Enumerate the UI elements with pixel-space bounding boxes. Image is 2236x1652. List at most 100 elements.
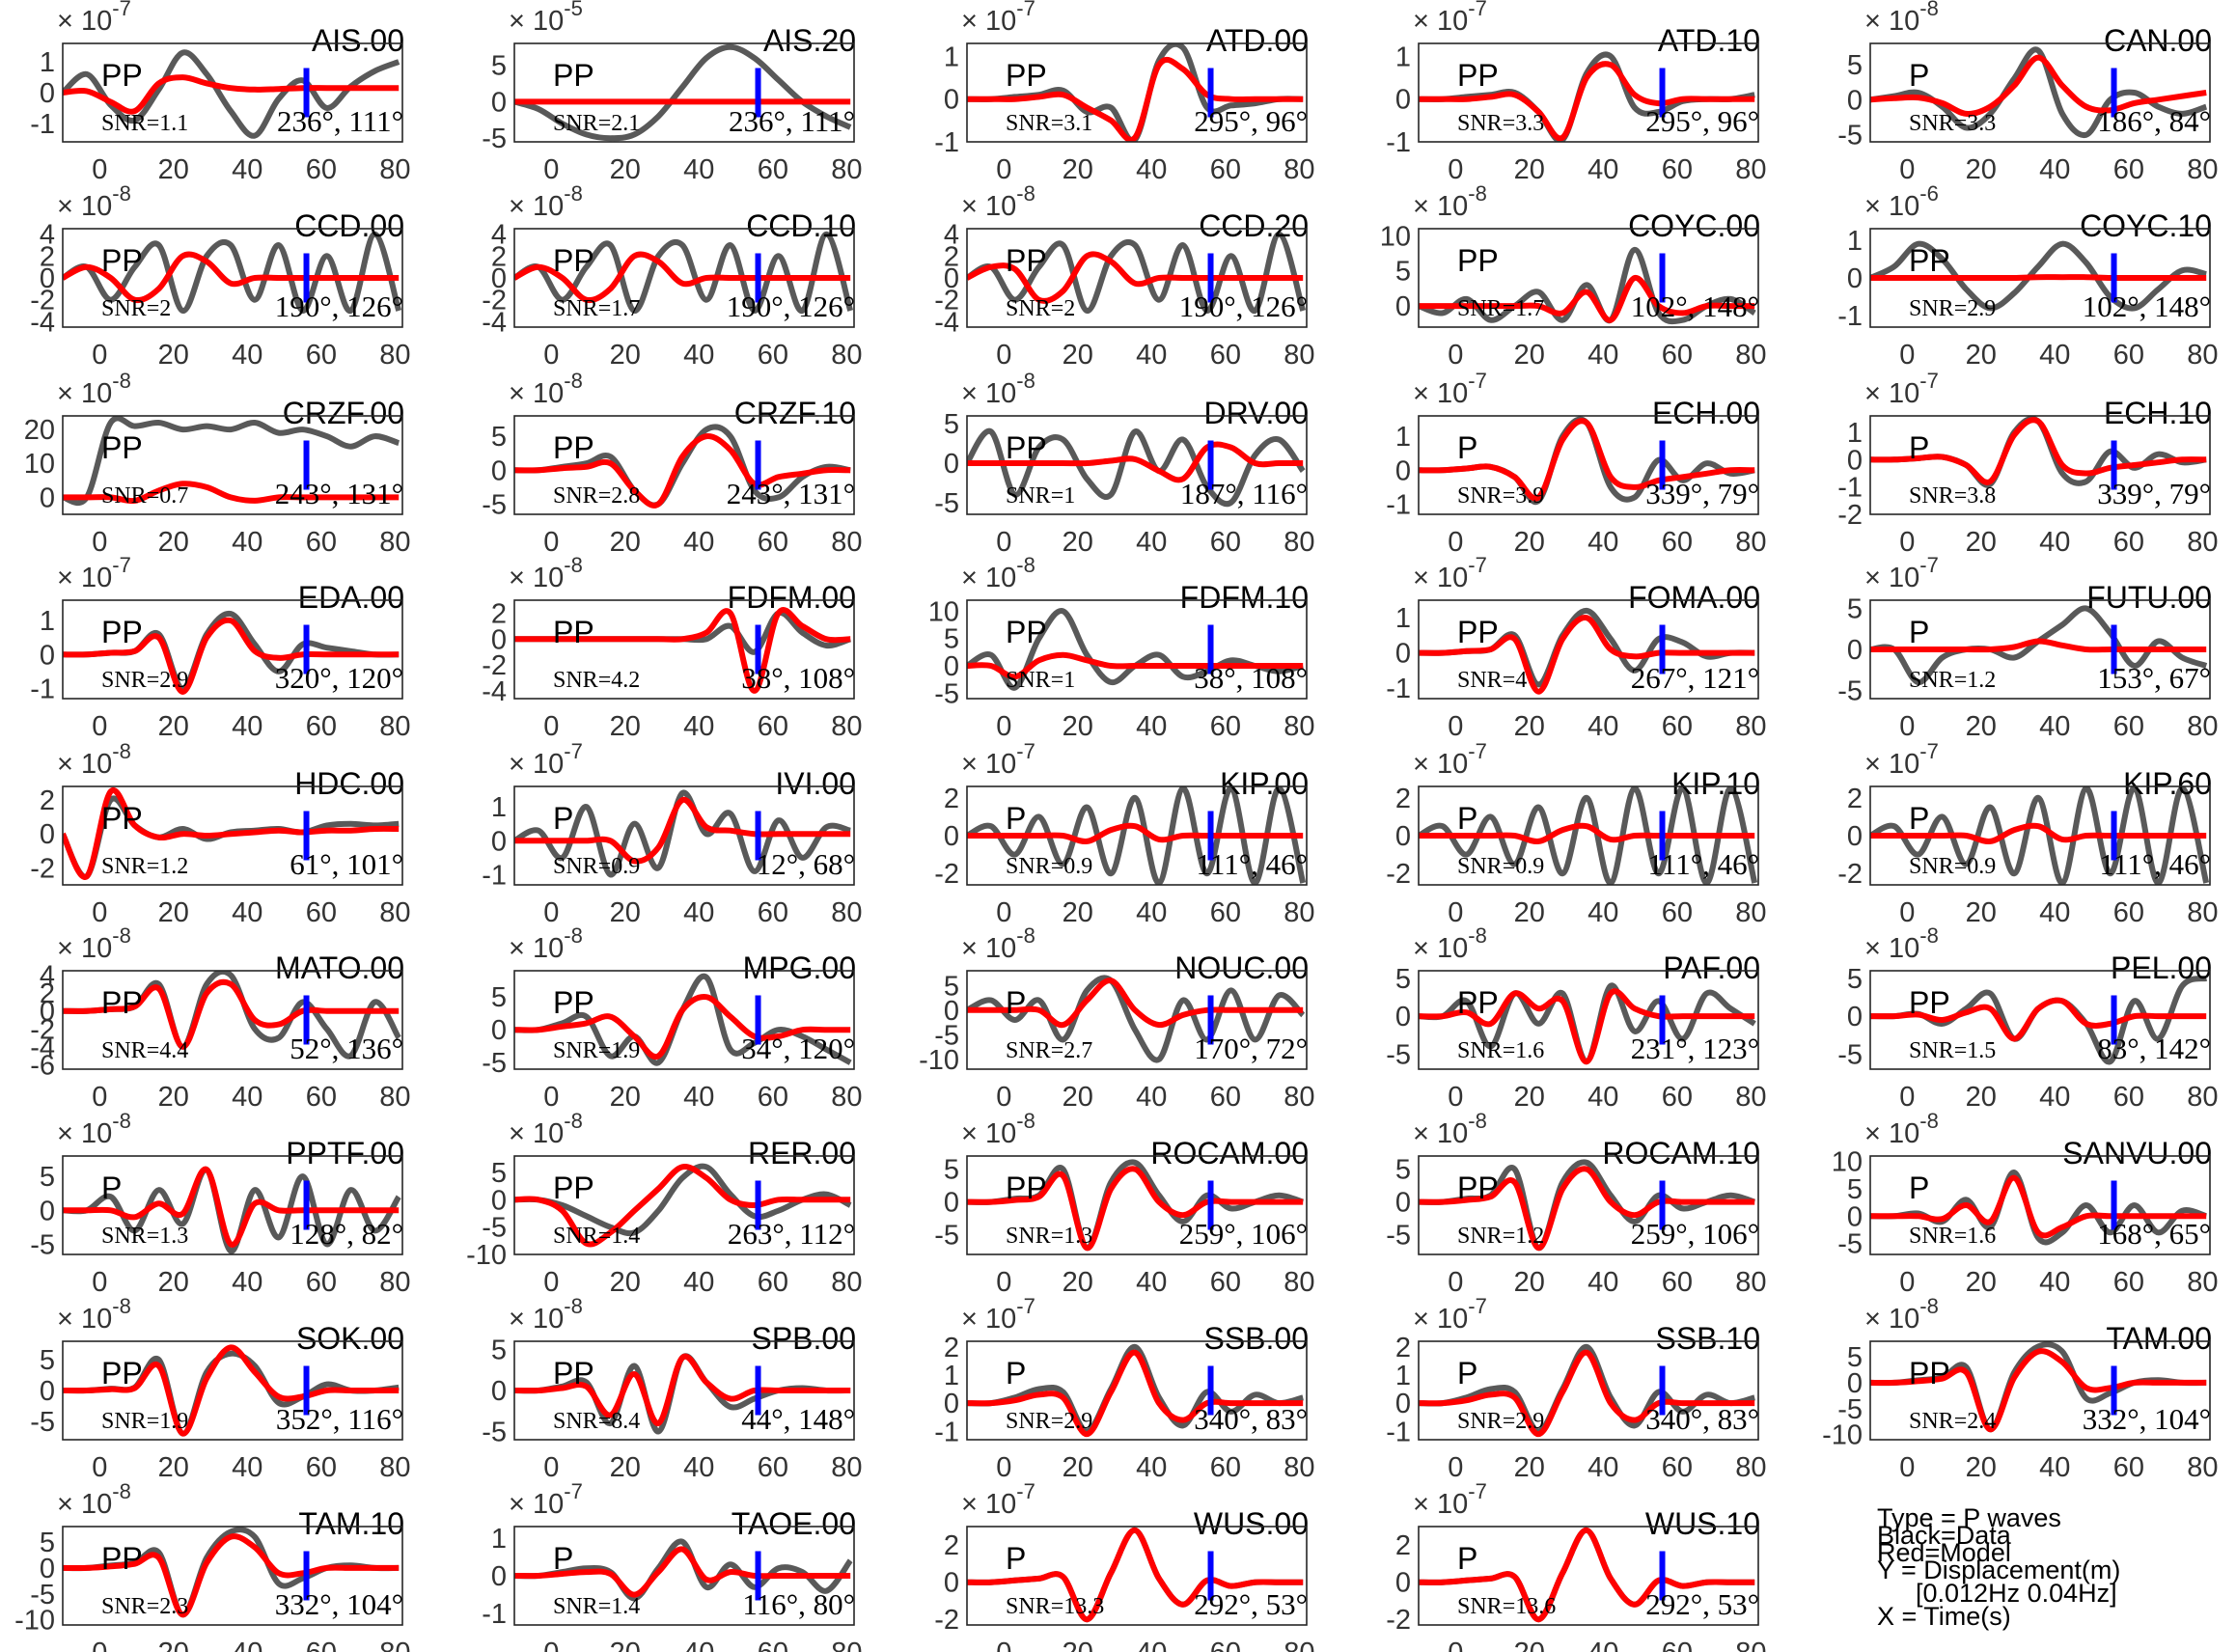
azimuth-label: 332°, 104° bbox=[2083, 1402, 2211, 1436]
model-trace bbox=[1870, 822, 2207, 844]
exponent-label: × 10-8 bbox=[509, 553, 583, 593]
exponent-label: × 10-7 bbox=[961, 0, 1035, 37]
x-tick-label: 20 bbox=[1063, 1638, 1093, 1652]
y-tick-label: -2 bbox=[482, 286, 507, 317]
x-tick-label: 60 bbox=[306, 1452, 337, 1483]
snr-label: SNR=1.3 bbox=[101, 1224, 188, 1249]
station-label: CCD.10 bbox=[746, 208, 856, 243]
azimuth-label: 34°, 120° bbox=[741, 1032, 855, 1065]
x-tick-label: 80 bbox=[2187, 527, 2218, 558]
x-tick-label: 0 bbox=[996, 154, 1011, 185]
snr-label: SNR=13.3 bbox=[1006, 1594, 1104, 1619]
y-tick-label: 1 bbox=[40, 47, 55, 78]
legend-line: Type = P waves bbox=[1877, 1503, 2061, 1532]
panel-taoe-00: × 10-71 0 -1 0 20 40 60 80 P TAOE.00 SNR=1.4 116°, … bbox=[482, 1479, 862, 1652]
y-tick-label: 0 bbox=[40, 482, 55, 513]
y-tick-label: 5 bbox=[1395, 1155, 1411, 1186]
axes-box bbox=[513, 599, 855, 700]
x-tick-label: 60 bbox=[2113, 1452, 2144, 1483]
wave-type-label: PP bbox=[101, 1356, 143, 1390]
snr-label: SNR=1.4 bbox=[553, 1224, 640, 1249]
wave-type-label: PP bbox=[101, 985, 143, 1020]
x-tick-label: 80 bbox=[379, 1638, 410, 1652]
y-tick-label: -1 bbox=[30, 109, 55, 140]
model-trace bbox=[63, 481, 400, 505]
y-tick-label: 5 bbox=[491, 982, 507, 1013]
waveforms bbox=[967, 43, 1304, 142]
x-tick-label: 0 bbox=[543, 340, 559, 371]
x-tick-label: 0 bbox=[996, 897, 1011, 928]
wave-type-label: PP bbox=[101, 243, 143, 278]
model-trace bbox=[967, 56, 1304, 142]
wave-type-label: PP bbox=[1457, 615, 1499, 649]
station-label: ROCAM.00 bbox=[1150, 1136, 1309, 1170]
station-label: NOUC.00 bbox=[1174, 950, 1309, 985]
station-label: ROCAM.10 bbox=[1602, 1136, 1760, 1170]
x-tick-label: 0 bbox=[1448, 897, 1463, 928]
data-trace bbox=[1870, 786, 2210, 885]
panel-atd-00: × 10-71 0 -1 0 20 40 60 80 PP ATD.00 SNR=3.1 295°, … bbox=[934, 0, 1314, 185]
azimuth-label: 190°, 126° bbox=[727, 289, 855, 323]
panel-pel-00: × 10-85 0 -5 0 20 40 60 80 PP PEL.00 SNR=1.5 83°, 1… bbox=[1837, 923, 2218, 1113]
wave-type-label: PP bbox=[1457, 58, 1499, 93]
x-tick-label: 40 bbox=[683, 1267, 714, 1298]
x-tick-label: 0 bbox=[92, 1452, 107, 1483]
model-trace bbox=[514, 1546, 851, 1598]
azimuth-label: 267°, 121° bbox=[1631, 661, 1759, 695]
wave-type-label: PP bbox=[1006, 243, 1047, 278]
x-tick-label: 80 bbox=[1735, 527, 1766, 558]
exponent-label: × 10-8 bbox=[57, 1109, 131, 1149]
wave-type-label: P bbox=[1909, 1170, 1929, 1205]
x-tick-label: 40 bbox=[683, 154, 714, 185]
y-tick-label: -1 bbox=[1386, 489, 1411, 520]
axes-box bbox=[966, 599, 1308, 700]
waveforms bbox=[63, 610, 400, 695]
exponent-label: × 10-8 bbox=[1864, 923, 1939, 964]
exponent-label: × 10-7 bbox=[509, 1479, 583, 1520]
exponent-label: × 10-8 bbox=[57, 1479, 131, 1520]
y-tick-label: 4 bbox=[491, 220, 507, 251]
station-label: TAM.00 bbox=[2106, 1321, 2212, 1356]
station-label: TAM.10 bbox=[298, 1506, 404, 1541]
y-tick-label: 1 bbox=[1395, 603, 1411, 634]
y-tick-label: 2 bbox=[944, 1333, 959, 1363]
x-tick-label: 60 bbox=[758, 1082, 788, 1113]
x-tick-label: 60 bbox=[758, 1267, 788, 1298]
station-label: CRZF.00 bbox=[283, 396, 404, 430]
x-tick-label: 0 bbox=[1899, 527, 1915, 558]
x-tick-label: 20 bbox=[1966, 1082, 1997, 1113]
y-tick-label: 0 bbox=[1847, 1368, 1863, 1399]
data-trace bbox=[967, 1343, 1305, 1435]
x-tick-label: 20 bbox=[158, 340, 189, 371]
y-tick-label: 0 bbox=[1395, 821, 1411, 852]
x-tick-label: 0 bbox=[92, 1082, 107, 1113]
model-trace bbox=[1419, 275, 1755, 323]
snr-label: SNR=8.4 bbox=[553, 1409, 640, 1434]
y-tick-label: 5 bbox=[1847, 1342, 1863, 1373]
x-tick-label: 40 bbox=[1587, 527, 1618, 558]
y-tick-label: -5 bbox=[1837, 121, 1863, 151]
azimuth-label: 236°, 111° bbox=[729, 104, 855, 138]
x-tick-label: 20 bbox=[1966, 340, 1997, 371]
x-tick-label: 80 bbox=[831, 1082, 862, 1113]
exponent-label: × 10-8 bbox=[1864, 1294, 1939, 1335]
axes-box bbox=[513, 785, 855, 886]
station-label: COYC.10 bbox=[2080, 208, 2212, 243]
x-tick-label: 40 bbox=[1587, 340, 1618, 371]
exponent-label: × 10-7 bbox=[1413, 0, 1487, 37]
y-tick-label: 2 bbox=[40, 978, 55, 1009]
x-tick-label: 0 bbox=[543, 527, 559, 558]
x-tick-label: 40 bbox=[1136, 1638, 1167, 1652]
x-tick-label: 40 bbox=[1587, 154, 1618, 185]
x-tick-label: 0 bbox=[543, 154, 559, 185]
x-tick-label: 20 bbox=[158, 1082, 189, 1113]
model-trace bbox=[967, 977, 1304, 1029]
y-tick-label: 0 bbox=[1847, 821, 1863, 852]
x-tick-label: 40 bbox=[1587, 897, 1618, 928]
